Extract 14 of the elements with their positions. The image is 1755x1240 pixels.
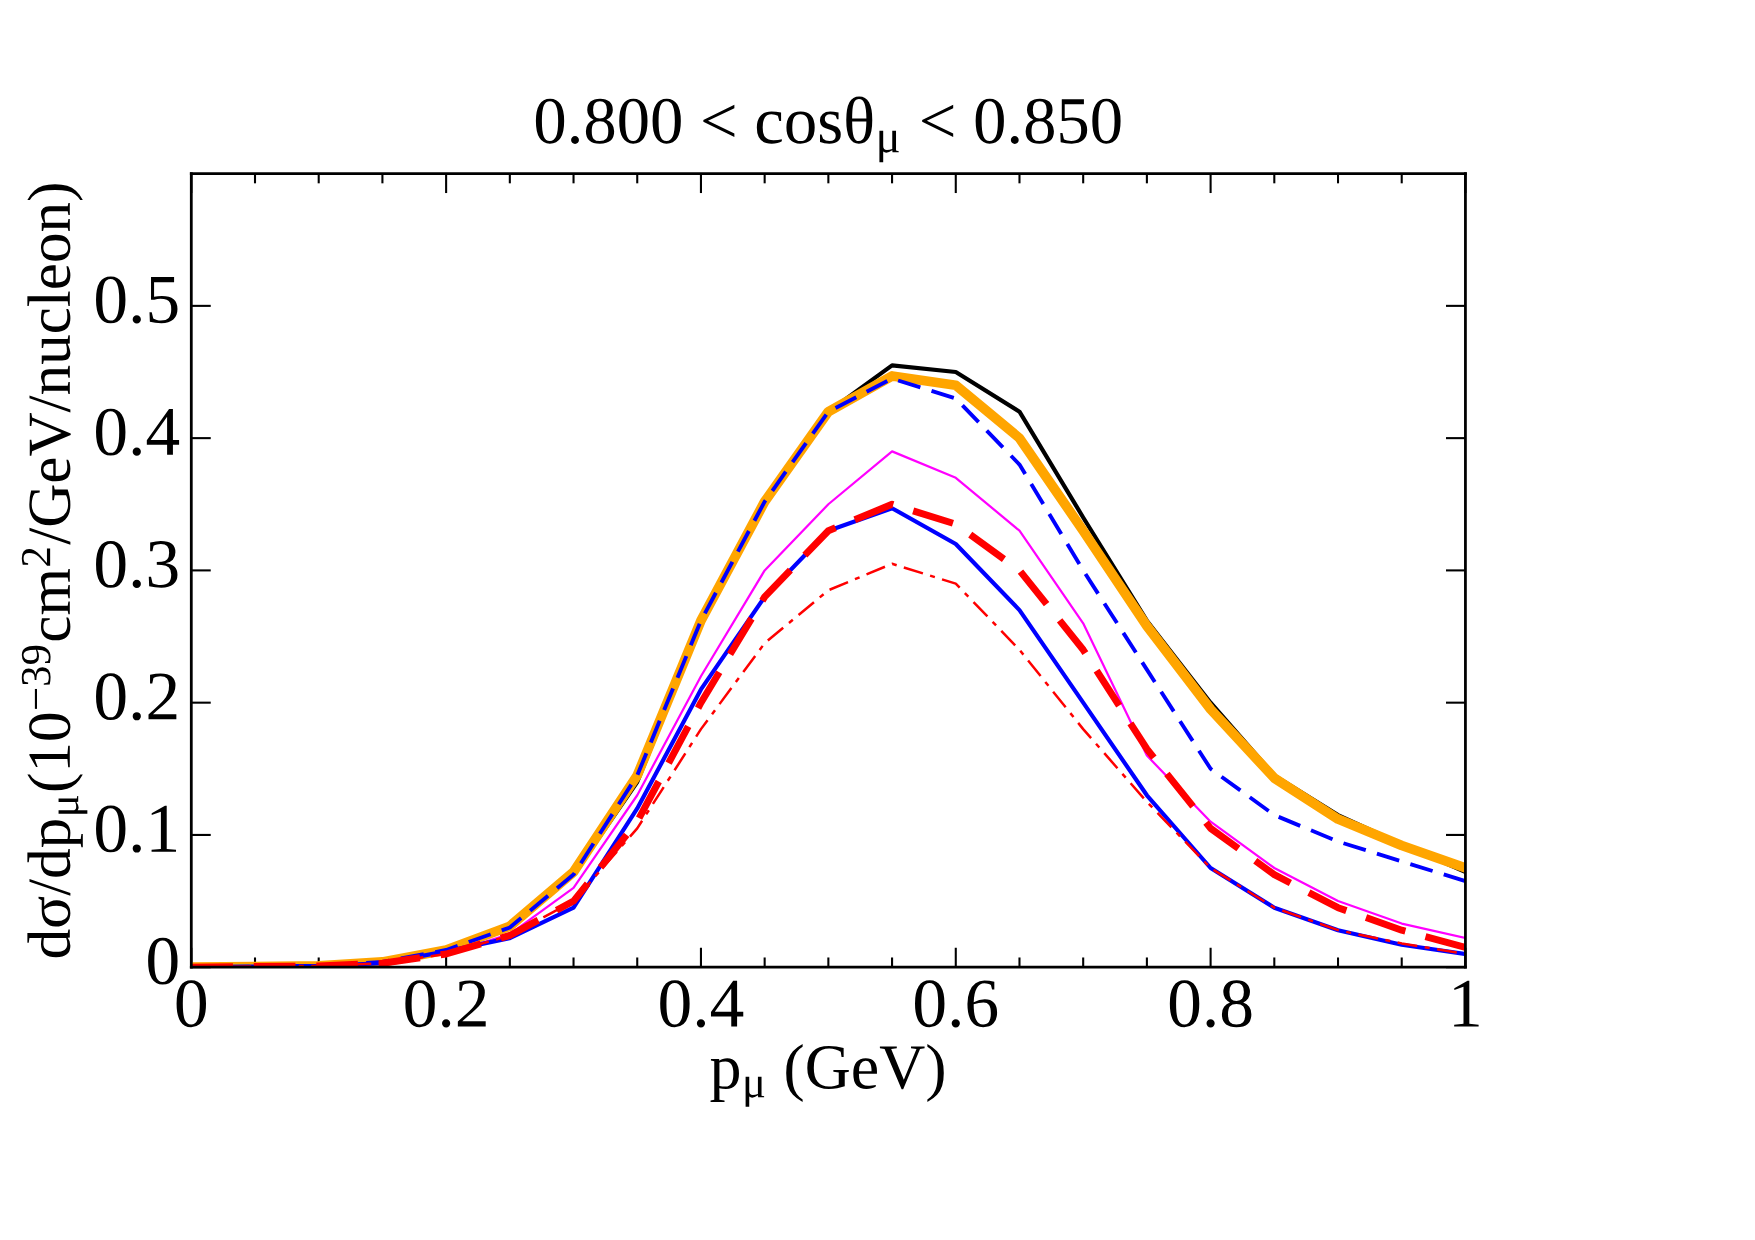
y-tick-label: 0.5 <box>96 276 178 324</box>
chart-title: 0.800 < cosθ$_{μ}$ < 0.850 <box>535 96 1121 163</box>
y-tick-label: 0 <box>148 937 178 985</box>
y-tick-label: 0.1 <box>96 805 177 853</box>
y-tick-label: 0.3 <box>96 540 178 589</box>
x-axis-title: p$_{μ}$ (GeV) <box>710 1044 944 1107</box>
x-tick-label: 0.2 <box>405 980 486 1028</box>
x-tick-label: 0.6 <box>915 980 998 1028</box>
x-tick-label: 1 <box>1454 980 1479 1027</box>
y-axis-title: dσ/dp$_{μ}$(10$^{−39}$cm$^{2}$/GeV/nucleon) <box>21 184 88 958</box>
x-tick-label: 0.8 <box>1169 980 1252 1028</box>
y-tick-label: 0.2 <box>96 673 177 721</box>
x-tick-label: 0.4 <box>660 980 744 1028</box>
y-tick-label: 0.4 <box>96 408 180 456</box>
